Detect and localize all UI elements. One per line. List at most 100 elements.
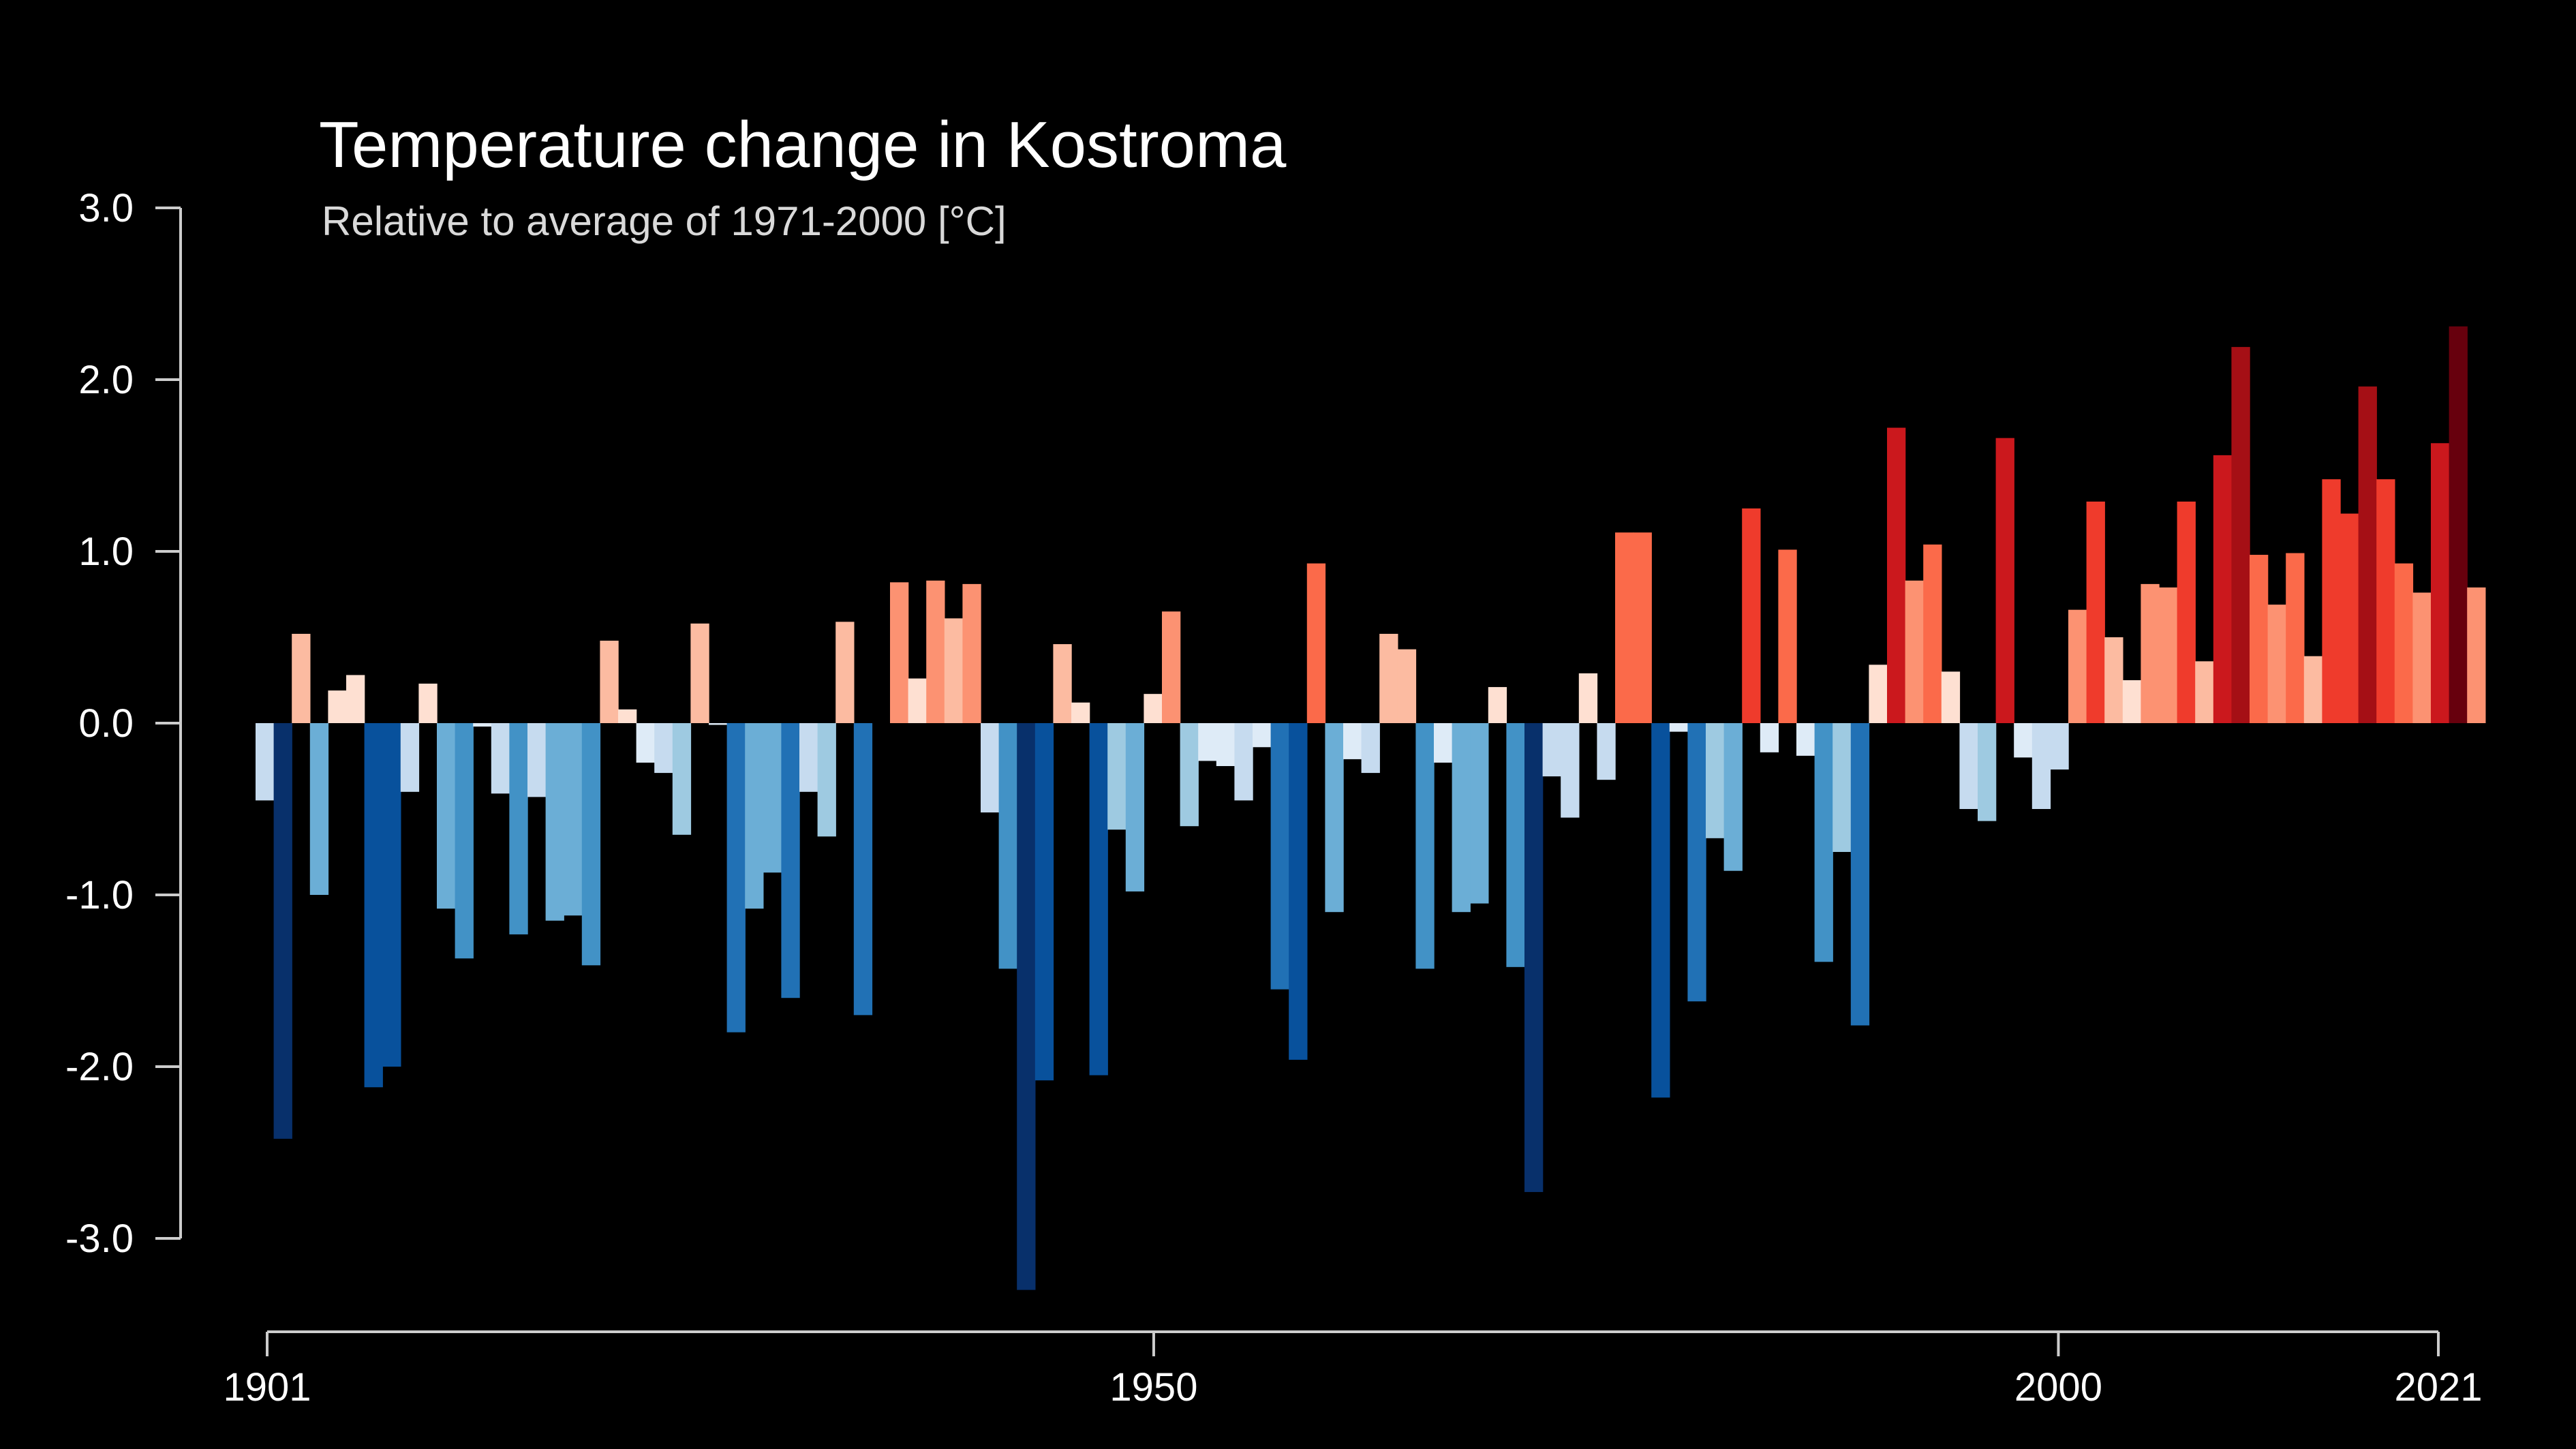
bar-1957 [1270,723,1289,990]
bar-1959 [1306,563,1326,723]
bar-2013 [2286,553,2305,723]
bar-2019 [2394,563,2414,723]
bars-group [256,326,2486,1290]
bar-1938 [926,580,945,723]
bar-1963 [1379,633,1398,723]
bar-1991 [1887,427,1906,723]
bar-1942 [998,723,1017,969]
bar-1910 [418,684,438,723]
bar-1954 [1216,723,1236,766]
bar-1907 [364,723,383,1088]
y-tick-label: -1.0 [65,873,134,917]
bar-1909 [400,723,420,792]
chart-subtitle: Relative to average of 1971-2000 [°C] [322,198,1007,244]
bar-1946 [1071,702,1090,723]
chart-title: Temperature change in Kostroma [319,108,1287,181]
bar-1944 [1034,723,1054,1081]
y-tick-label: -3.0 [65,1217,134,1261]
bar-2017 [2358,386,2377,723]
bar-1906 [346,675,365,723]
y-tick-label: 2.0 [78,358,134,402]
bar-1966 [1434,723,1453,763]
bar-1949 [1125,723,1145,891]
bar-2006 [2159,587,2178,723]
bar-1989 [1850,723,1870,1026]
bar-1932 [817,723,836,837]
bar-2022 [2449,326,2468,723]
bar-2018 [2376,479,2395,723]
bar-1969 [1488,687,1507,723]
bar-1981 [1706,723,1725,838]
bar-1937 [908,678,927,723]
bar-1961 [1343,723,1362,759]
x-axis: 1901 1950 2000 2021 [223,1330,2483,1409]
bar-2003 [2104,637,2123,723]
bar-2007 [2177,501,2196,723]
bar-1970 [1506,723,1525,967]
bar-1990 [1869,665,1888,723]
bar-1993 [1923,544,1942,723]
bar-1921 [618,709,637,723]
x-tick-label: 2000 [2014,1365,2102,1409]
bar-1905 [328,690,347,723]
bar-1930 [781,723,800,998]
bar-1972 [1542,723,1561,777]
bar-1952 [1180,723,1199,827]
bar-2002 [2086,501,2105,723]
bar-1933 [835,622,855,723]
bar-1951 [1162,611,1181,723]
bar-1992 [1905,580,1924,723]
bar-1983 [1742,508,1761,723]
bar-1945 [1053,644,1072,723]
bar-1974 [1578,673,1598,723]
bar-1978 [1651,723,1670,1098]
bar-1919 [581,723,601,966]
bar-1964 [1397,649,1417,723]
bar-1971 [1524,723,1544,1192]
bar-1922 [636,723,655,763]
bar-2023 [2467,587,2486,723]
bar-1976 [1615,532,1634,723]
bar-1950 [1144,694,1163,723]
bar-1996 [1978,723,1997,821]
bar-1923 [654,723,673,774]
bar-1997 [1995,438,2014,723]
bar-1998 [2014,723,2033,758]
bar-1939 [944,618,964,723]
bar-1918 [564,723,583,916]
bar-1941 [981,723,1000,813]
bar-1926 [709,723,728,725]
bar-1988 [1833,723,1852,852]
bar-1940 [962,583,981,723]
bar-1920 [600,641,619,723]
bar-1908 [382,723,401,1067]
bar-1965 [1415,723,1435,969]
bar-1953 [1198,723,1217,761]
bar-2008 [2195,661,2214,723]
bar-1902 [273,723,292,1139]
bar-1904 [309,723,329,895]
bar-1975 [1597,723,1616,780]
bar-1928 [745,723,764,909]
bar-2010 [2231,347,2250,723]
bar-2021 [2431,443,2450,723]
x-tick-label: 1950 [1109,1365,1197,1409]
bar-1936 [890,582,909,723]
bar-1901 [256,723,275,801]
bar-1917 [545,723,564,921]
bar-1979 [1669,723,1689,732]
bar-1927 [726,723,746,1033]
bar-2000 [2050,723,2069,770]
bar-2012 [2267,605,2286,723]
y-tick-label: 0.0 [78,701,134,746]
y-tick-label: 3.0 [78,186,134,230]
bar-2016 [2340,513,2359,723]
x-tick-label: 1901 [223,1365,311,1409]
y-tick-label: -2.0 [65,1045,134,1089]
bar-1994 [1941,671,1961,723]
bar-1982 [1723,723,1743,871]
bar-2011 [2250,555,2269,723]
bar-1958 [1289,723,1308,1060]
